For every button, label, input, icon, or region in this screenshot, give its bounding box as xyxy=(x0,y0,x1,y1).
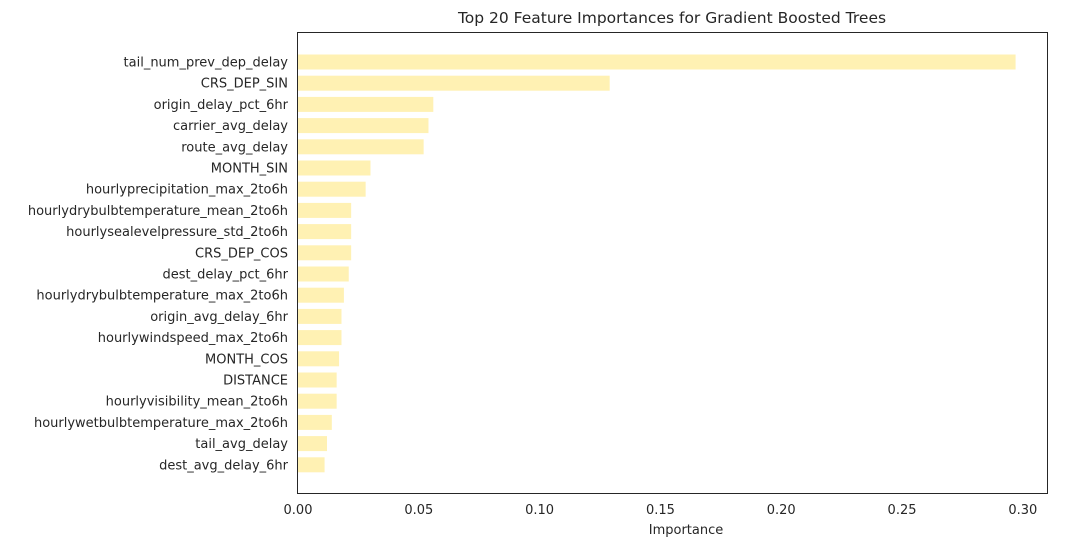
y-tick-label: origin_delay_pct_6hr xyxy=(154,98,289,113)
bar xyxy=(298,96,434,112)
bar xyxy=(298,160,371,176)
y-tick-label: dest_avg_delay_6hr xyxy=(159,458,289,473)
plot-frame xyxy=(297,32,1048,494)
x-tick-label: 0.25 xyxy=(888,503,917,518)
y-tick-label: route_avg_delay xyxy=(181,140,288,155)
bar xyxy=(298,118,429,134)
y-tick-label: hourlyvisibility_mean_2to6h xyxy=(106,395,288,410)
bar xyxy=(298,266,349,282)
y-tick-label: hourlydrybulbtemperature_mean_2to6h xyxy=(28,204,288,219)
bar xyxy=(298,372,337,388)
bar xyxy=(298,245,352,261)
y-tick-label: dest_delay_pct_6hr xyxy=(163,268,289,283)
y-tick-label: tail_avg_delay xyxy=(195,437,288,452)
y-tick-label: CRS_DEP_COS xyxy=(195,246,288,261)
x-tick-label: 0.10 xyxy=(525,503,554,518)
y-tick-label: carrier_avg_delay xyxy=(173,119,288,134)
bar xyxy=(298,457,325,473)
y-tick-label: MONTH_COS xyxy=(205,352,288,367)
bar xyxy=(298,330,342,346)
x-tick-label: 0.00 xyxy=(284,503,313,518)
bar xyxy=(298,351,340,367)
bar xyxy=(298,139,424,155)
x-axis-label: Importance xyxy=(649,523,724,538)
x-tick-label: 0.15 xyxy=(646,503,675,518)
y-tick-label: MONTH_SIN xyxy=(211,162,288,177)
bar xyxy=(298,308,342,324)
x-tick-label: 0.20 xyxy=(767,503,796,518)
x-tick-labels: 0.00 0.05 0.10 0.15 0.20 0.25 0.30 xyxy=(284,503,1038,518)
bar xyxy=(298,224,352,240)
bar xyxy=(298,202,352,218)
bar xyxy=(298,75,610,91)
y-tick-label: CRS_DEP_SIN xyxy=(201,77,288,92)
y-tick-label: tail_num_prev_dep_delay xyxy=(124,56,289,71)
y-tick-label: hourlywindspeed_max_2to6h xyxy=(98,331,288,346)
y-tick-label: DISTANCE xyxy=(223,374,288,389)
bar xyxy=(298,393,337,409)
y-tick-label: hourlywetbulbtemperature_max_2to6h xyxy=(34,416,288,431)
y-tick-labels: tail_num_prev_dep_delay CRS_DEP_SINorigin… xyxy=(28,56,289,474)
x-tick-label: 0.05 xyxy=(404,503,433,518)
bar xyxy=(298,54,1016,70)
bar xyxy=(298,287,344,303)
bars-group xyxy=(298,54,1016,473)
x-tick-label: 0.30 xyxy=(1008,503,1037,518)
chart-title: Top 20 Feature Importances for Gradient … xyxy=(457,9,886,27)
y-tick-label: hourlyprecipitation_max_2to6h xyxy=(86,183,288,198)
bar xyxy=(298,181,366,197)
bar xyxy=(298,414,332,430)
y-tick-label: hourlysealevelpressure_std_2to6h xyxy=(66,225,288,240)
y-tick-label: origin_avg_delay_6hr xyxy=(150,310,288,325)
y-tick-label: hourlydrybulbtemperature_max_2to6h xyxy=(36,289,288,304)
bar xyxy=(298,436,327,452)
